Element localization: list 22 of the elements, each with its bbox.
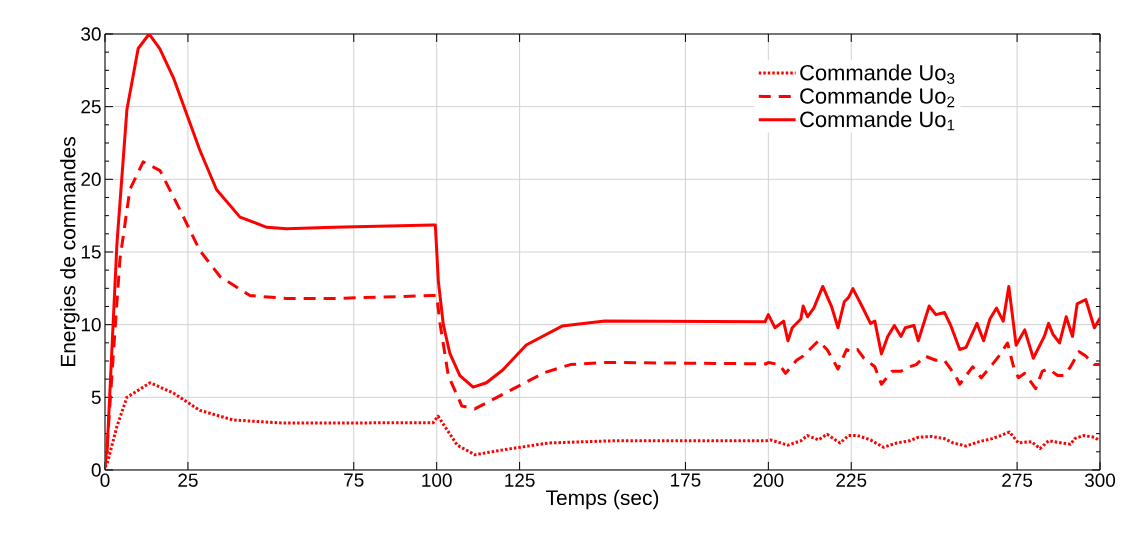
y-tick-label: 5 (91, 390, 101, 404)
x-tick-label: 225 (836, 473, 867, 487)
x-tick-label: 75 (344, 473, 364, 487)
y-tick-label: 30 (81, 27, 101, 41)
y-tick-label: 25 (81, 99, 101, 114)
legend-label: Commande Uo$_{2}$ (800, 87, 955, 108)
x-tick-label: 175 (671, 473, 701, 487)
y-tick-label: 15 (81, 245, 101, 259)
x-tick-label: 25 (178, 473, 198, 487)
x-tick-label: 200 (753, 473, 784, 487)
x-tick-label: 100 (422, 473, 452, 487)
y-tick-label: 20 (81, 172, 101, 187)
y-axis-title: Energies de commandes (60, 137, 80, 366)
y-tick-label: 10 (81, 317, 101, 332)
x-tick-label: 275 (1002, 473, 1033, 487)
legend-label: Commande Uo$_{1}$ (800, 111, 955, 131)
x-tick-label: 0 (100, 473, 110, 487)
x-tick-label: 125 (505, 473, 535, 487)
y-tick-label: 0 (91, 463, 101, 477)
x-tick-label: 300 (1084, 473, 1116, 487)
legend-label: Commande Uo$_{3}$ (800, 64, 955, 84)
x-axis-title: Temps (sec) (546, 489, 659, 510)
